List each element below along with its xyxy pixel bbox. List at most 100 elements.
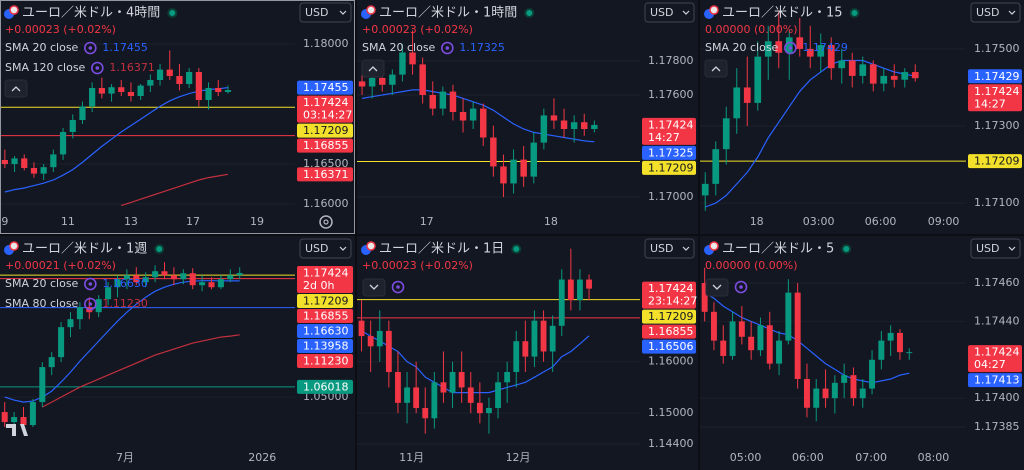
chart-panel[interactable]: 1.16000 1.15000 1.14400 ユーロ／米ドル・1日 +0.00023 … [357, 236, 698, 470]
indicator-link-icon [88, 302, 93, 306]
legend-toggle-button[interactable] [362, 278, 386, 297]
candle-body [549, 325, 556, 352]
candle-body [147, 80, 154, 86]
indicator-name: SMA 20 close [705, 41, 779, 54]
indicator-link-icon[interactable] [84, 297, 97, 311]
price-tick-label: 1.17385 [974, 420, 1020, 433]
time-tick-label: 12月 [506, 451, 531, 464]
price-change: +0.00023 (+0.02%) [5, 23, 116, 36]
time-tick-label: 18 [750, 215, 764, 228]
chevron-down [682, 10, 690, 15]
chart-panel[interactable]: 1.17500 1.17300 1.17100 ユーロ／米ドル・15 0.00000 (… [700, 0, 1024, 234]
price-tick-label: 1.17500 [974, 42, 1020, 55]
price-badge [297, 265, 353, 293]
candle-body [76, 307, 83, 320]
candle-body [458, 372, 465, 388]
legend-toggle-button[interactable] [361, 59, 385, 78]
candle-body [189, 273, 196, 286]
currency-selector[interactable] [644, 2, 695, 23]
candle-body [30, 168, 38, 174]
currency-selector[interactable] [299, 2, 352, 23]
indicator-link-icon[interactable] [84, 277, 97, 291]
legend-toggle-button[interactable] [704, 59, 728, 78]
indicator-link-icon[interactable] [734, 280, 748, 294]
indicator-link-icon[interactable] [91, 61, 104, 75]
time-tick-label: 9 [1, 215, 8, 228]
candle-body [208, 282, 215, 288]
candle-body [89, 88, 96, 107]
currency-selector[interactable] [970, 2, 1021, 23]
price-badge-label: 1.13958 [303, 339, 349, 352]
price-badge-label: 1.17424 [303, 96, 349, 109]
indicator-link-icon[interactable] [441, 41, 454, 55]
price-badge [642, 160, 696, 175]
time-tick-label: 2026 [248, 451, 276, 464]
candle-body [476, 402, 483, 414]
candle-body [577, 279, 583, 301]
price-tick-label: 1.17000 [648, 190, 694, 203]
candle-body [176, 76, 183, 84]
plot-area [357, 248, 640, 445]
candle-body [743, 87, 751, 103]
candle-body [440, 382, 447, 393]
price-badge-label: 1.16506 [648, 340, 694, 353]
panel-background [700, 0, 1024, 234]
candle-body [127, 92, 135, 96]
price-badge-label: 1.17424 [974, 85, 1020, 98]
indicator-link-icon[interactable] [391, 280, 405, 294]
market-status-dot [167, 8, 178, 18]
plot-area [0, 262, 295, 433]
currency-selector[interactable] [970, 238, 1021, 259]
panel-background [0, 0, 355, 234]
chart-panel[interactable]: 1.17460 1.17440 1.17400 1.17385 ユーロ／米ドル・5 0.0… [700, 236, 1024, 470]
candle-body [227, 275, 234, 280]
market-status-dot [841, 244, 852, 254]
moving-average-line [42, 334, 240, 408]
price-badge-label: 1.17209 [648, 310, 694, 323]
candle-body [495, 382, 501, 408]
legend-toggle-button[interactable] [705, 278, 729, 297]
moving-average-line [705, 59, 916, 208]
price-badge [642, 145, 696, 160]
time-tick-label: 17 [420, 215, 434, 228]
candle-body [733, 87, 741, 119]
plot-area [357, 30, 640, 198]
currency-selector[interactable] [299, 238, 352, 259]
candle-body [720, 340, 727, 356]
chart-panel[interactable]: 1.17800 1.17600 1.17000 ユーロ／米ドル・1時間 +0.00023… [357, 0, 698, 234]
candle-body [901, 72, 909, 80]
price-badge [642, 324, 696, 339]
indicator-link-icon[interactable] [84, 41, 97, 55]
indicator-value: 1.17455 [102, 41, 148, 54]
currency-selector[interactable] [644, 238, 695, 259]
candle-body [560, 120, 568, 130]
price-badge-label: 1.17209 [303, 294, 349, 307]
indicator-link-icon [88, 282, 93, 286]
price-badge-countdown: 14:27 [648, 131, 680, 144]
candle-body [376, 330, 383, 347]
price-tick-label: 1.17300 [974, 119, 1020, 132]
candle-body [480, 108, 487, 138]
candle-body [404, 387, 410, 403]
legend-toggle-button[interactable] [4, 79, 28, 98]
indicator-link-icon[interactable] [784, 41, 797, 55]
chevron-up [11, 86, 21, 92]
moving-average-line [361, 89, 595, 143]
indicator-name: SMA 20 close [5, 41, 79, 54]
candle-body [838, 60, 846, 69]
candle-body [429, 94, 436, 109]
price-tick-label: 1.17600 [648, 88, 694, 101]
settings-icon[interactable] [319, 215, 333, 229]
indicator-value: 1.17325 [459, 41, 505, 54]
candle-body [785, 37, 793, 53]
candle-body [59, 132, 67, 155]
tradingview-logo [6, 424, 28, 436]
chart-panel[interactable]: 1.18000 1.16500 1.16000 ユーロ／米ドル・4時間 +0.00023… [0, 0, 355, 234]
chart-title: ユーロ／米ドル・1時間 [379, 6, 517, 21]
candle-body [48, 357, 55, 368]
candle-body [701, 183, 709, 196]
candle-body [368, 77, 376, 87]
candle-body [486, 407, 492, 414]
